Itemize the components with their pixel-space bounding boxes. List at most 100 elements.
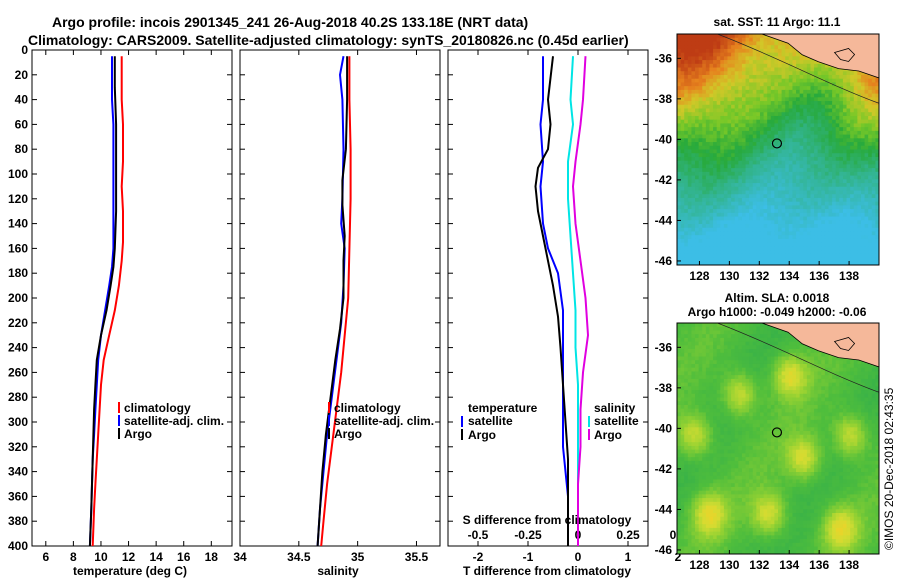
map-cell <box>824 153 830 158</box>
map-cell <box>738 337 743 343</box>
map-cell <box>778 227 783 233</box>
map-cell <box>677 212 682 218</box>
map-cell <box>770 101 775 106</box>
map-cell <box>846 82 851 87</box>
map-cell <box>814 179 819 184</box>
map-cell <box>687 153 693 158</box>
map-cell <box>792 60 797 65</box>
map-cell <box>716 145 721 151</box>
map-cell <box>785 216 790 221</box>
series-line-s-satellite <box>567 56 579 546</box>
map-cell <box>817 130 822 136</box>
map-cell <box>857 104 862 110</box>
map-cell <box>875 153 879 158</box>
map-cell <box>759 323 765 328</box>
map-cell <box>774 393 779 399</box>
map-cell <box>824 164 830 169</box>
map-cell <box>810 123 815 128</box>
map-cell <box>864 108 869 113</box>
map-cell <box>821 382 826 387</box>
map-cell <box>745 386 750 391</box>
map-cell <box>698 382 703 387</box>
map-cell <box>749 238 754 244</box>
map-cell <box>796 356 801 361</box>
map-cell <box>684 82 689 87</box>
map-cell <box>857 235 862 240</box>
map-cell <box>871 183 876 188</box>
map-cell <box>756 52 761 57</box>
map-cell <box>705 86 711 91</box>
map-cell <box>752 179 757 184</box>
s-tick-label: -0.25 <box>514 528 542 542</box>
map-cell <box>792 134 797 139</box>
map-cell <box>770 390 775 395</box>
map-cell <box>680 41 685 46</box>
map-cell <box>860 194 866 199</box>
map-cell <box>774 101 779 106</box>
map-cell <box>677 261 682 265</box>
map-cell <box>741 220 747 225</box>
map-cell <box>785 130 790 136</box>
map-cell <box>702 108 707 113</box>
map-cell <box>702 220 707 225</box>
map-cell <box>680 71 685 76</box>
map-cell <box>731 220 736 225</box>
map-cell <box>713 179 718 184</box>
map-cell <box>828 397 833 402</box>
map-cell <box>799 367 804 373</box>
map-cell <box>723 175 729 180</box>
map-cell <box>677 367 682 373</box>
map-cell <box>860 82 866 87</box>
map-cell <box>759 183 765 188</box>
map-cell <box>691 257 696 262</box>
map-cell <box>731 224 736 229</box>
map-cell <box>842 201 848 206</box>
map-cell <box>785 145 790 151</box>
map-cell <box>850 212 855 218</box>
map-cell <box>680 386 685 391</box>
map-cell <box>839 127 844 132</box>
map-cell <box>810 156 815 162</box>
map-cell <box>778 238 783 244</box>
map-cell <box>741 164 747 169</box>
map-cell <box>702 171 707 177</box>
map-cell <box>677 130 682 136</box>
map-cell <box>698 231 703 236</box>
map-cell <box>839 93 844 98</box>
map-cell <box>698 97 703 102</box>
map-cell <box>781 186 786 192</box>
map-cell <box>832 160 837 166</box>
map-cell <box>680 63 685 69</box>
map-cell <box>756 194 761 199</box>
map-cell <box>842 360 848 365</box>
map-cell <box>806 60 812 65</box>
map-cell <box>796 56 801 61</box>
map-cell <box>767 115 772 121</box>
map-cell <box>763 115 768 121</box>
map-cell <box>731 349 736 354</box>
map-cell <box>796 104 801 110</box>
map-cell <box>770 224 775 229</box>
map-cell <box>702 341 707 346</box>
map-cell <box>788 186 794 192</box>
map-cell <box>814 149 819 154</box>
map-cell <box>684 356 689 361</box>
map-cell <box>774 253 779 259</box>
map-cell <box>759 71 765 76</box>
map-cell <box>756 334 761 339</box>
map-cell <box>745 183 750 188</box>
map-cell <box>785 201 790 206</box>
map-cell <box>756 115 761 121</box>
map-cell <box>723 145 729 151</box>
map-cell <box>788 209 794 214</box>
map-cell <box>817 156 822 162</box>
map-cell <box>788 67 794 72</box>
map-cell <box>860 134 866 139</box>
map-cell <box>677 104 682 110</box>
map-cell <box>799 149 804 154</box>
map-cell <box>788 216 794 221</box>
map-cell <box>763 201 768 206</box>
map-cell <box>716 242 721 247</box>
map-cell <box>684 175 689 180</box>
map-cell <box>695 104 700 110</box>
